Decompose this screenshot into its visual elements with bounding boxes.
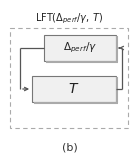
Bar [44, 35, 116, 61]
Text: (b): (b) [62, 143, 77, 153]
Text: $T$: $T$ [68, 82, 80, 96]
Text: LFT($\Delta_{\mathit{perf}}/\gamma,\, T$): LFT($\Delta_{\mathit{perf}}/\gamma,\, T$… [35, 12, 104, 26]
Bar [32, 76, 116, 102]
Bar [10, 28, 128, 128]
Text: $\Delta_{\mathit{perf}}/\gamma$: $\Delta_{\mathit{perf}}/\gamma$ [63, 41, 97, 55]
